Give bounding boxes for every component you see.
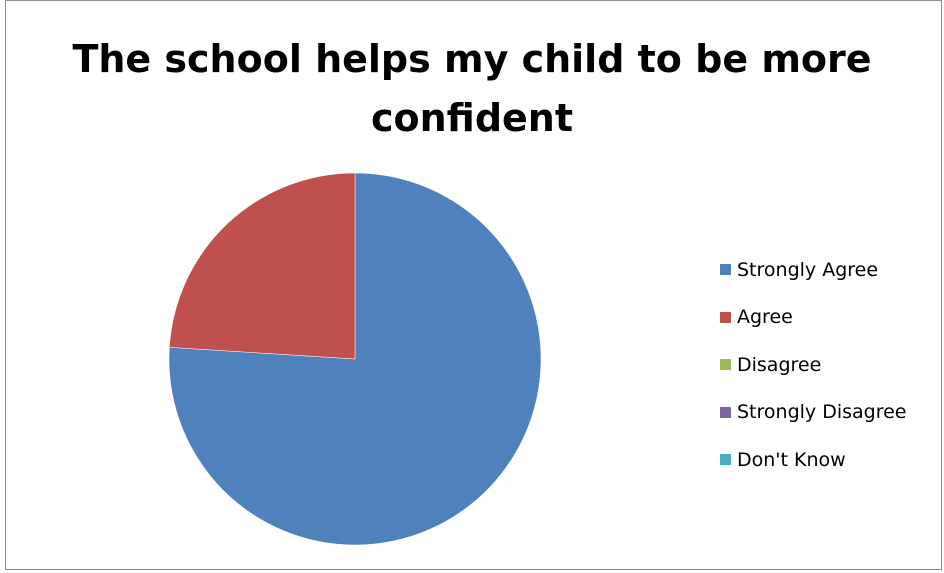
legend-item-don-t-know: Don't Know: [720, 436, 906, 484]
legend-swatch: [720, 359, 731, 371]
legend-item-strongly-disagree: Strongly Disagree: [720, 389, 906, 437]
legend-swatch: [720, 311, 731, 323]
chart-title-line-1: The school helps my child to be more: [72, 37, 872, 81]
legend-label: Disagree: [737, 353, 822, 376]
legend-item-disagree: Disagree: [720, 341, 906, 389]
pie-slices: [168, 172, 542, 546]
chart-legend: Strongly Agree Agree Disagree Strongly Disa…: [720, 246, 906, 484]
legend-swatch: [720, 454, 731, 466]
chart-title-line-2: confident: [370, 96, 574, 140]
legend-swatch: [720, 264, 731, 276]
chart-title: The school helps my child to be more con…: [0, 30, 944, 148]
legend-item-strongly-agree: Strongly Agree: [720, 246, 906, 294]
legend-label: Strongly Disagree: [737, 401, 907, 424]
legend-label: Don't Know: [737, 448, 846, 471]
legend-swatch: [720, 406, 731, 418]
legend-label: Strongly Agree: [737, 258, 879, 281]
legend-item-agree: Agree: [720, 294, 906, 342]
legend-label: Agree: [737, 306, 793, 329]
pie-slice-agree: [169, 172, 356, 360]
